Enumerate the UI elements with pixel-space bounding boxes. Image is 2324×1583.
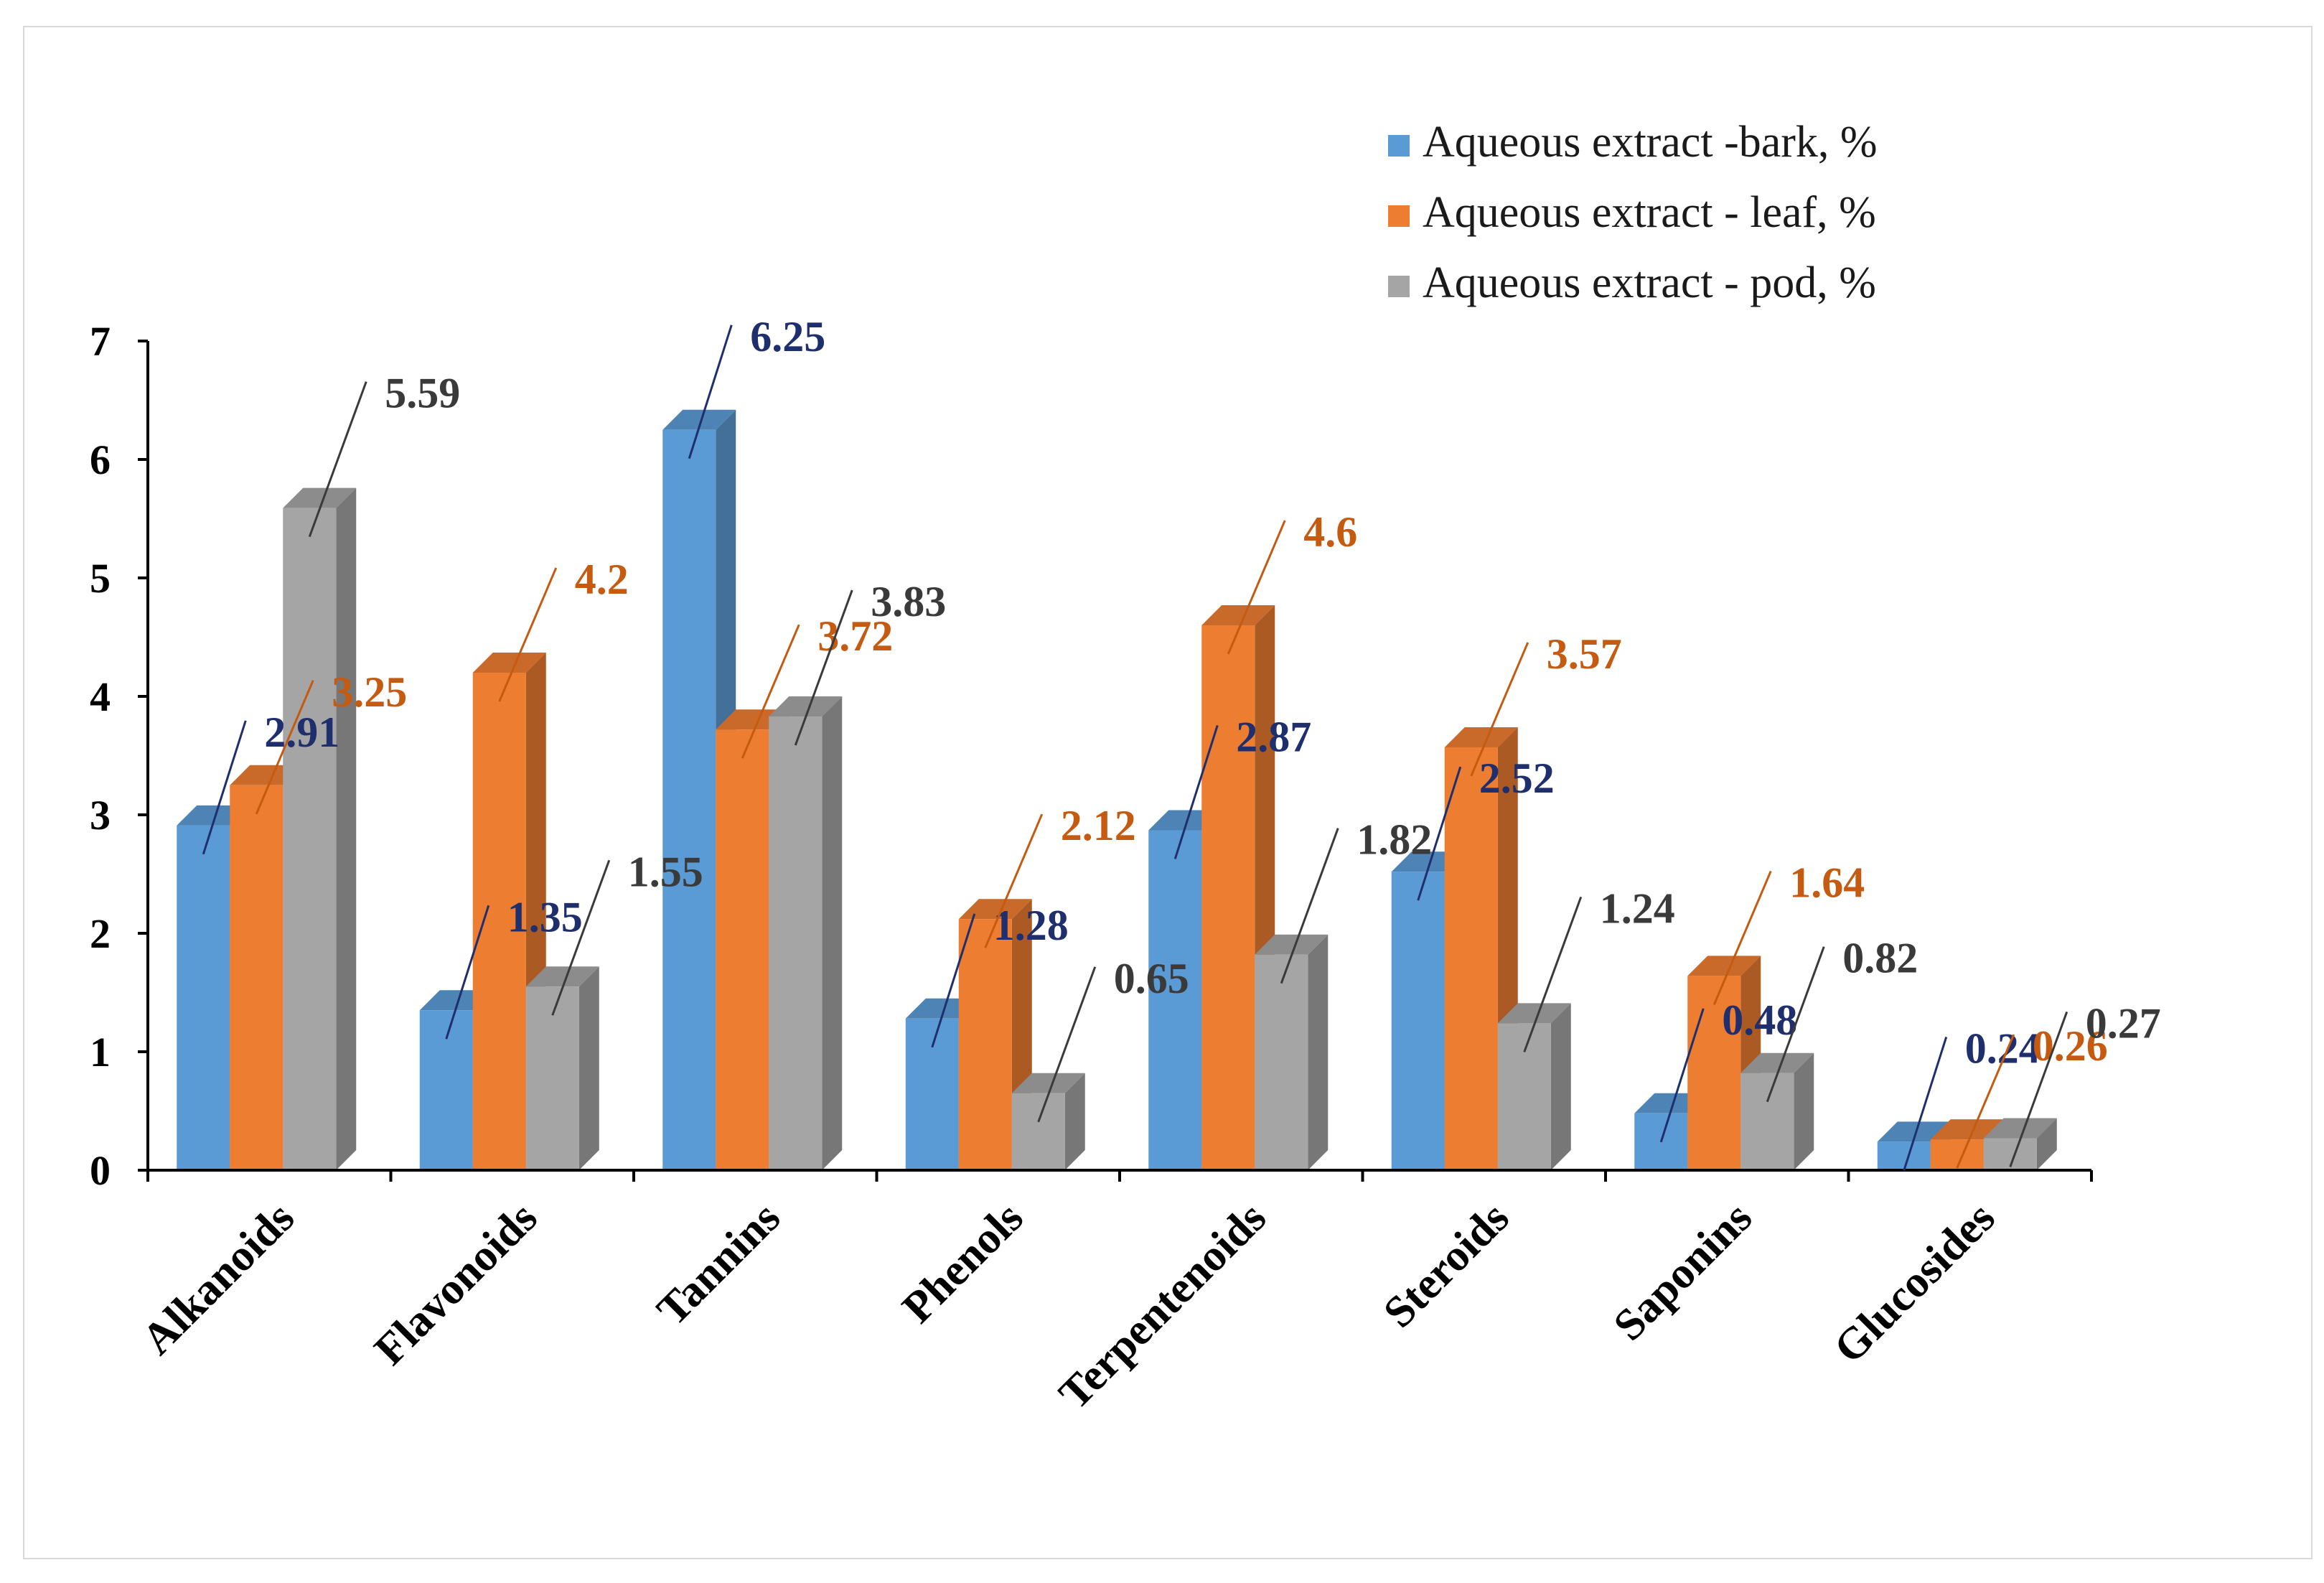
legend-swatch [1388, 205, 1410, 227]
data-label: 4.2 [575, 556, 629, 603]
data-label: 0.48 [1722, 996, 1797, 1044]
leader-line [1280, 828, 1339, 984]
leader-line [1766, 946, 1825, 1103]
leader-line [1417, 766, 1462, 901]
leader-line [1712, 870, 1772, 1005]
leader-line [984, 813, 1044, 948]
x-category-label: Glucosides [1824, 1193, 2004, 1373]
data-label: 3.25 [332, 668, 407, 716]
legend-item: Aqueous extract - pod, % [1388, 258, 1876, 307]
data-label: 2.52 [1479, 755, 1555, 802]
data-label: 1.82 [1357, 816, 1432, 864]
bar-glucosides-bark [1877, 1121, 1951, 1170]
legend-label: Aqueous extract -bark, % [1423, 118, 1878, 167]
chart-frame: 0 1 2 3 4 5 6 7 Alkanoids Flavonoids Tannins Phenol… [23, 26, 2313, 1559]
data-label: 0.26 [2033, 1022, 2108, 1070]
legend-label: Aqueous extract - pod, % [1423, 258, 1876, 307]
bar-terpentenoids-pod [1255, 934, 1329, 1170]
y-tick-label: 1 [90, 1029, 111, 1075]
x-category-label: Flavonoids [365, 1193, 547, 1375]
bar-phenols-pod [1011, 1073, 1085, 1170]
data-label: 2.91 [264, 709, 339, 756]
bar-flavonoids-pod [525, 966, 599, 1170]
bar-terpentenoids-leaf [1201, 605, 1275, 1170]
x-category-label: Phenols [893, 1193, 1032, 1332]
legend-swatch [1388, 276, 1410, 297]
leader-line [1470, 642, 1529, 777]
x-category-label: Terpentenoids [1050, 1193, 1275, 1419]
x-category-label: Steroids [1374, 1193, 1519, 1337]
data-label: 1.24 [1600, 884, 1675, 932]
data-label: 1.64 [1789, 859, 1865, 906]
data-label: 1.28 [993, 902, 1069, 949]
leader-line [931, 913, 976, 1048]
y-tick-label: 3 [90, 792, 111, 839]
leader-line [308, 381, 367, 538]
data-label: 2.87 [1236, 713, 1311, 760]
y-tick-label: 0 [90, 1147, 111, 1194]
y-tick-label: 7 [90, 318, 111, 365]
data-label: 1.55 [628, 848, 703, 895]
leader-line [551, 859, 611, 1016]
data-label: 5.59 [385, 370, 460, 417]
data-label: 0.24 [1965, 1024, 2040, 1072]
leader-line [202, 720, 247, 855]
leader-line [794, 589, 853, 746]
leader-line [1523, 896, 1583, 1052]
leader-line [1903, 1036, 1948, 1171]
leader-line [498, 567, 558, 702]
data-label: 4.6 [1303, 508, 1357, 556]
leader-line [1956, 1034, 2015, 1169]
data-label: 6.25 [750, 313, 825, 360]
leader-line [1037, 966, 1097, 1123]
leader-line [688, 324, 733, 459]
data-label: 3.83 [871, 578, 946, 625]
leader-line [1659, 1008, 1705, 1143]
y-tick-label: 6 [90, 436, 111, 483]
data-label: 0.82 [1842, 935, 1918, 982]
bar-steroids-pod [1497, 1003, 1571, 1170]
x-category-label: Saponins [1604, 1193, 1761, 1350]
leader-line [445, 905, 490, 1040]
y-tick-label: 4 [90, 673, 111, 720]
bar-alkanoids-pod [283, 487, 357, 1170]
legend-item: Aqueous extract - leaf, % [1388, 188, 1876, 237]
y-tick-label: 2 [90, 910, 111, 957]
leader-line [1227, 520, 1286, 655]
legend-swatch [1388, 135, 1410, 157]
bar-saponins-pod [1740, 1052, 1814, 1170]
data-label: 0.27 [2086, 999, 2161, 1047]
leader-line [741, 624, 800, 759]
leader-line [1173, 724, 1219, 859]
bar-tannins-pod [769, 696, 843, 1170]
bar-glucosides-pod [1983, 1118, 2057, 1170]
leader-line [255, 680, 314, 815]
legend-label: Aqueous extract - leaf, % [1423, 188, 1876, 237]
data-label: 1.35 [507, 893, 583, 940]
data-label: 3.57 [1547, 630, 1622, 678]
leader-line [2009, 1011, 2068, 1167]
bar-chart: 0 1 2 3 4 5 6 7 Alkanoids Flavonoids Tannins Phenol… [90, 118, 2161, 1419]
data-label: 2.12 [1061, 802, 1136, 849]
x-category-label: Tannins [648, 1193, 790, 1335]
x-category-label: Alkanoids [133, 1193, 304, 1364]
y-tick-label: 5 [90, 555, 111, 602]
data-label: 0.65 [1114, 955, 1189, 1002]
legend-item: Aqueous extract -bark, % [1388, 118, 1878, 167]
